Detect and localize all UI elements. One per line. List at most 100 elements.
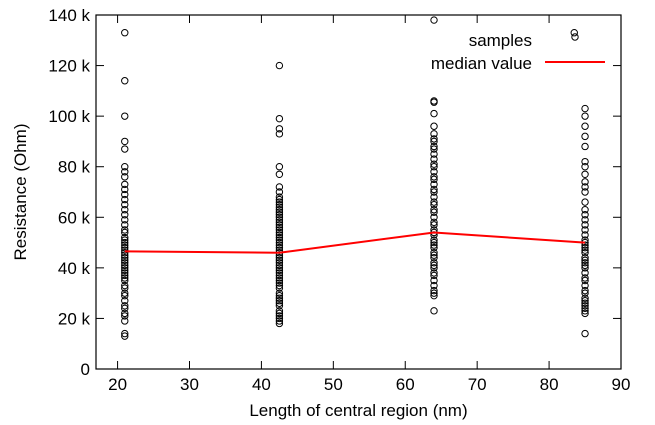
sample-point — [275, 223, 284, 232]
sample-point — [121, 251, 129, 259]
sample-point — [275, 213, 284, 221]
sample-point — [581, 259, 589, 267]
sample-point — [275, 314, 284, 323]
x-tick-label: 80 — [540, 375, 559, 394]
data-layer — [121, 16, 589, 340]
sample-point — [430, 168, 438, 176]
sample-point — [581, 274, 589, 282]
sample-point — [430, 241, 438, 249]
sample-point — [430, 160, 438, 168]
sample-point — [275, 317, 284, 325]
sample-point — [275, 233, 284, 242]
sample-point — [275, 61, 284, 70]
sample-point — [430, 307, 438, 315]
sample-point — [275, 276, 284, 285]
sample-point — [581, 246, 589, 254]
sample-point — [581, 142, 589, 151]
sample-point — [430, 180, 438, 189]
sample-point — [430, 130, 438, 138]
sample-point — [121, 221, 129, 229]
sample-point — [275, 195, 284, 204]
y-tick-label: 60 k — [58, 208, 91, 227]
sample-point — [275, 183, 284, 191]
sample-point — [581, 302, 589, 310]
sample-point — [121, 112, 129, 120]
sample-point — [581, 269, 589, 277]
ticks-layer: 20 30 40 50 60 70 80 90 0 20 k 40 k 60 k 80 k 100 k 12… — [48, 6, 630, 394]
sample-point — [430, 213, 438, 221]
sample-point — [430, 155, 438, 163]
sample-point — [430, 145, 438, 153]
legend-label-samples: samples — [469, 31, 532, 50]
sample-point — [275, 302, 284, 310]
sample-point — [275, 216, 284, 224]
sample-point — [581, 304, 589, 313]
sample-point — [430, 289, 438, 297]
plot-frame — [95, 14, 622, 370]
sample-point — [121, 291, 129, 300]
sample-point — [121, 274, 129, 282]
sample-point — [121, 216, 129, 224]
sample-point — [581, 226, 589, 234]
sample-point — [430, 259, 438, 267]
sample-point — [121, 256, 129, 264]
sample-point — [430, 142, 438, 151]
x-tick-label: 50 — [324, 375, 343, 394]
sample-point — [581, 264, 589, 272]
sample-point — [121, 254, 129, 262]
sample-point — [430, 193, 438, 201]
y-tick-label: 140 k — [48, 6, 90, 25]
sample-point — [581, 157, 589, 166]
sample-point — [121, 246, 129, 254]
sample-point — [275, 269, 284, 277]
sample-point — [430, 206, 438, 214]
sample-point — [581, 281, 589, 290]
sample-point — [581, 211, 589, 219]
sample-point — [275, 198, 284, 206]
sample-point — [275, 256, 284, 264]
sample-point — [581, 256, 589, 264]
sample-point — [581, 297, 589, 305]
x-tick-label: 70 — [468, 375, 487, 394]
legend-label-median: median value — [431, 54, 532, 73]
sample-point — [430, 269, 438, 277]
sample-point — [581, 112, 589, 120]
sample-point — [581, 236, 589, 244]
sample-point — [581, 188, 589, 196]
sample-point — [581, 216, 589, 224]
sample-point — [275, 211, 284, 219]
y-tick-label: 20 k — [58, 309, 91, 328]
sample-point — [121, 29, 129, 37]
sample-point — [581, 178, 589, 186]
sample-point — [275, 266, 284, 275]
sample-point — [121, 281, 129, 290]
sample-point — [121, 312, 129, 320]
sample-point — [275, 297, 284, 305]
sample-point — [121, 266, 129, 275]
sample-point — [581, 170, 589, 179]
sample-point — [430, 208, 438, 216]
sample-point — [430, 254, 438, 262]
sample-point — [121, 233, 129, 242]
x-axis-label: Length of central region (nm) — [249, 401, 467, 420]
sample-point — [430, 185, 438, 194]
sample-point — [121, 173, 129, 181]
y-tick-label: 40 k — [58, 259, 91, 278]
sample-point — [121, 206, 129, 214]
sample-point — [275, 243, 284, 252]
sample-point — [275, 193, 284, 201]
sample-point — [275, 254, 284, 262]
sample-point — [121, 332, 129, 340]
sample-point — [430, 281, 438, 290]
sample-point — [121, 289, 129, 297]
sample-point — [581, 286, 589, 295]
sample-point — [121, 185, 129, 194]
sample-point — [275, 170, 284, 179]
sample-point — [275, 238, 284, 247]
sample-point — [275, 259, 284, 267]
x-tick-label: 30 — [180, 375, 199, 394]
sample-point — [275, 114, 284, 123]
sample-point — [581, 183, 589, 191]
sample-point — [275, 319, 284, 328]
sample-point — [121, 264, 129, 272]
